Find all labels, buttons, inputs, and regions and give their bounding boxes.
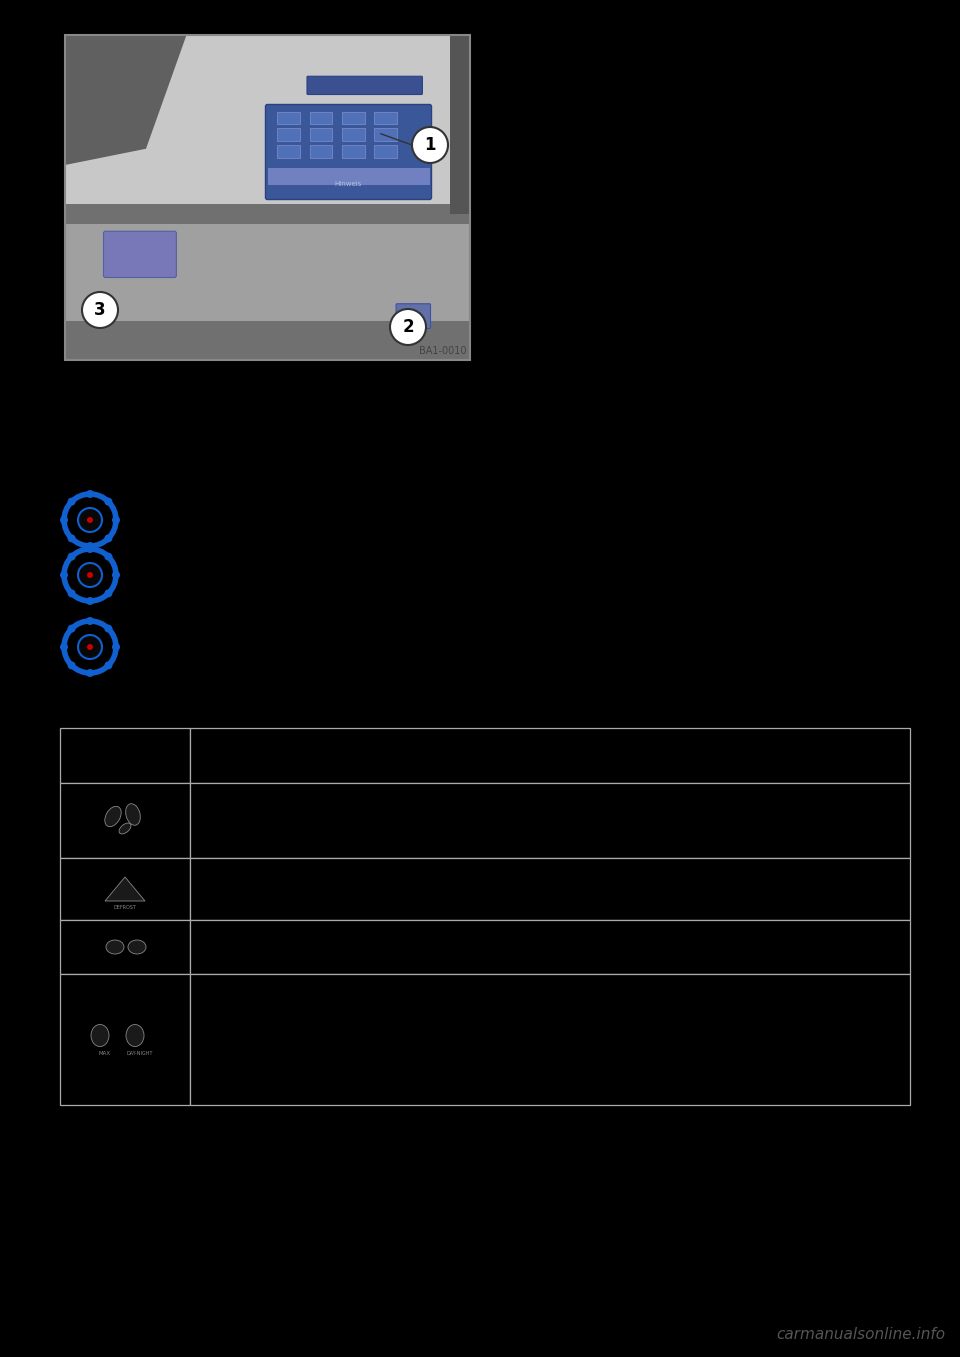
Bar — [268, 168, 429, 185]
Bar — [60, 783, 190, 858]
Circle shape — [60, 643, 68, 651]
Circle shape — [86, 669, 94, 677]
Bar — [60, 727, 190, 783]
Polygon shape — [65, 35, 186, 166]
Bar — [60, 920, 190, 974]
Circle shape — [87, 645, 93, 650]
Circle shape — [78, 635, 102, 660]
Bar — [374, 129, 397, 141]
Bar — [342, 145, 365, 157]
Circle shape — [60, 516, 68, 524]
Circle shape — [112, 571, 120, 579]
Text: 1: 1 — [424, 136, 436, 153]
Bar — [60, 858, 190, 920]
FancyBboxPatch shape — [307, 76, 422, 95]
Circle shape — [67, 498, 76, 506]
Circle shape — [87, 573, 93, 578]
Bar — [342, 129, 365, 141]
Ellipse shape — [119, 824, 131, 835]
Bar — [65, 35, 470, 360]
Bar — [190, 727, 910, 783]
Bar — [374, 145, 397, 157]
Text: Hinweis: Hinweis — [335, 180, 362, 187]
Circle shape — [86, 617, 94, 626]
Circle shape — [112, 643, 120, 651]
Circle shape — [105, 589, 112, 597]
Text: MAX: MAX — [99, 1052, 111, 1056]
Circle shape — [105, 661, 112, 669]
Bar — [310, 111, 332, 125]
Circle shape — [87, 517, 93, 522]
Circle shape — [67, 661, 76, 669]
Bar — [190, 974, 910, 1105]
Circle shape — [390, 309, 426, 345]
Circle shape — [86, 490, 94, 498]
Text: DEFROST: DEFROST — [113, 905, 136, 911]
Text: 3: 3 — [94, 301, 106, 319]
Polygon shape — [105, 877, 145, 901]
Circle shape — [105, 498, 112, 506]
Polygon shape — [449, 35, 470, 214]
Text: BA1-0010: BA1-0010 — [420, 346, 467, 356]
Ellipse shape — [105, 806, 121, 826]
Bar — [310, 145, 332, 157]
Bar — [65, 224, 470, 322]
Circle shape — [60, 571, 68, 579]
Ellipse shape — [126, 1025, 144, 1046]
Bar — [60, 974, 190, 1105]
Circle shape — [86, 541, 94, 550]
Circle shape — [78, 563, 102, 588]
Bar — [190, 920, 910, 974]
Circle shape — [78, 508, 102, 532]
FancyBboxPatch shape — [104, 231, 177, 277]
Text: DAY-NIGHT: DAY-NIGHT — [127, 1052, 154, 1056]
Bar — [310, 129, 332, 141]
Text: 2: 2 — [402, 318, 414, 337]
Ellipse shape — [106, 940, 124, 954]
Circle shape — [112, 516, 120, 524]
Bar — [190, 858, 910, 920]
Circle shape — [105, 552, 112, 560]
Circle shape — [105, 535, 112, 543]
Ellipse shape — [128, 940, 146, 954]
Circle shape — [67, 589, 76, 597]
Ellipse shape — [91, 1025, 109, 1046]
Circle shape — [105, 624, 112, 632]
Circle shape — [86, 597, 94, 605]
Bar — [65, 322, 470, 360]
Circle shape — [82, 292, 118, 328]
Circle shape — [67, 624, 76, 632]
Bar — [277, 145, 300, 157]
Bar — [65, 204, 470, 224]
Text: carmanualsonline.info: carmanualsonline.info — [776, 1327, 945, 1342]
Ellipse shape — [126, 803, 140, 825]
FancyBboxPatch shape — [266, 104, 431, 199]
Bar — [190, 783, 910, 858]
Bar — [342, 111, 365, 125]
Bar — [65, 35, 470, 204]
Circle shape — [86, 546, 94, 554]
Circle shape — [67, 535, 76, 543]
Circle shape — [412, 128, 448, 163]
Bar — [277, 129, 300, 141]
Bar — [277, 111, 300, 125]
FancyBboxPatch shape — [396, 304, 430, 328]
Circle shape — [67, 552, 76, 560]
Bar — [374, 111, 397, 125]
